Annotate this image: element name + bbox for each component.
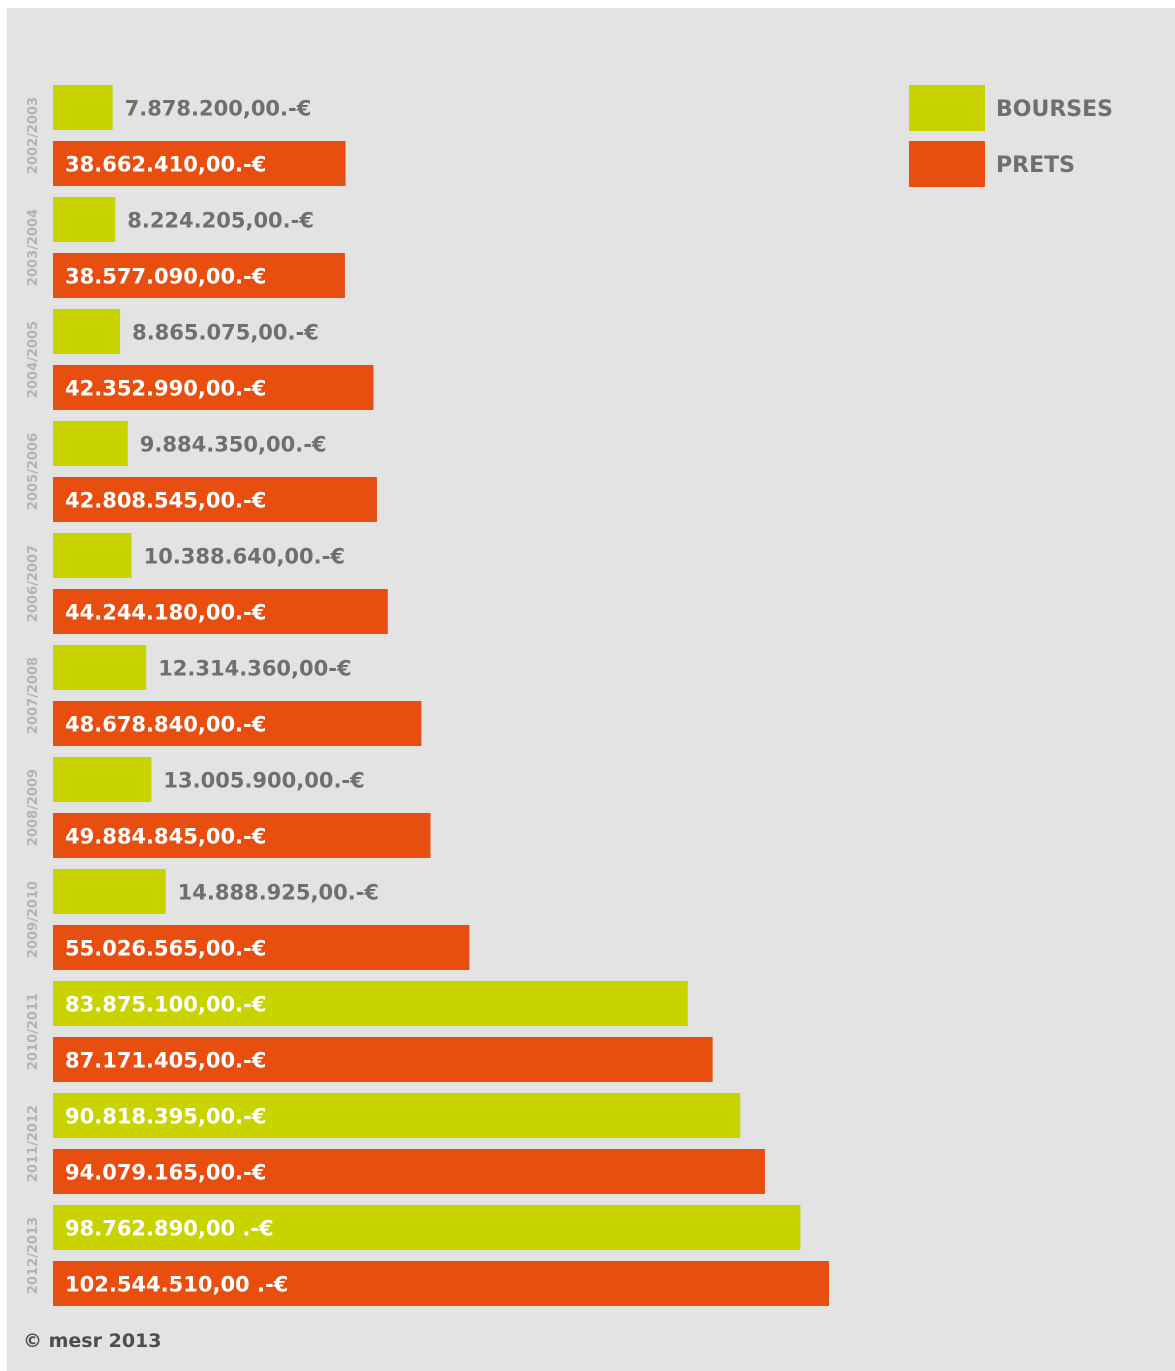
bar-prets-2009/2010 — [53, 925, 470, 970]
data-label: 38.662.410,00.-€ — [65, 153, 266, 177]
bar-bourses-2012/2013 — [53, 1205, 801, 1250]
bar-bourses-2011/2012 — [53, 1093, 741, 1138]
category-label: 2010/2011 — [26, 993, 41, 1070]
category-label: 2008/2009 — [26, 769, 41, 846]
legend-label-bourses: BOURSES — [996, 97, 1113, 122]
bar-bourses-2008/2009 — [53, 757, 152, 802]
data-label: 55.026.565,00.-€ — [65, 937, 266, 961]
chart-area: 7.878.200,00.-€ 38.662.410,00.-€ 2002/2003… — [7, 8, 1175, 1371]
bar-prets-2004/2005 — [53, 365, 374, 410]
bar-prets-2010/2011 — [53, 1037, 713, 1082]
bar-prets-2012/2013 — [53, 1261, 829, 1306]
data-label: 83.875.100,00.-€ — [65, 993, 266, 1017]
category-label: 2002/2003 — [26, 97, 41, 174]
data-label: 38.577.090,00.-€ — [65, 265, 266, 289]
bar-bourses-2010/2011 — [53, 981, 688, 1026]
category-label: 2005/2006 — [26, 433, 41, 510]
data-label: 10.388.640,00.-€ — [144, 545, 345, 569]
category-label: 2009/2010 — [26, 881, 41, 958]
category-label: 2004/2005 — [26, 321, 41, 398]
bar-bourses-2007/2008 — [53, 645, 147, 690]
data-label: 12.314.360,00-€ — [158, 657, 351, 681]
data-label: 44.244.180,00.-€ — [65, 601, 266, 625]
bar-bourses-2006/2007 — [53, 533, 132, 578]
data-label: 7.878.200,00.-€ — [125, 97, 312, 121]
bar-prets-2002/2003 — [53, 141, 346, 186]
bar-prets-2005/2006 — [53, 477, 377, 522]
data-label: 8.224.205,00.-€ — [127, 209, 314, 233]
category-label: 2006/2007 — [26, 545, 41, 622]
copyright-note: © mesr 2013 — [23, 1330, 162, 1352]
bar-prets-2007/2008 — [53, 701, 422, 746]
legend-swatch-bourses — [909, 85, 985, 131]
data-label: 42.808.545,00.-€ — [65, 489, 266, 513]
data-label: 102.544.510,00 .-€ — [65, 1273, 288, 1297]
bar-bourses-2005/2006 — [53, 421, 128, 466]
data-label: 90.818.395,00.-€ — [65, 1105, 266, 1129]
data-label: 8.865.075,00.-€ — [132, 321, 319, 345]
data-label: 87.171.405,00.-€ — [65, 1049, 266, 1073]
data-label: 98.762.890,00 .-€ — [65, 1217, 274, 1241]
data-label: 49.884.845,00.-€ — [65, 825, 266, 849]
bar-bourses-2003/2004 — [53, 197, 116, 242]
legend-label-prets: PRETS — [996, 153, 1075, 178]
bar-chart: 7.878.200,00.-€ 38.662.410,00.-€ 2002/2003… — [26, 85, 1113, 1306]
bar-bourses-2004/2005 — [53, 309, 121, 354]
category-label: 2012/2013 — [26, 1217, 41, 1294]
data-label: 94.079.165,00.-€ — [65, 1161, 266, 1185]
bar-bourses-2009/2010 — [53, 869, 166, 914]
data-label: 42.352.990,00.-€ — [65, 377, 266, 401]
category-label: 2007/2008 — [26, 657, 41, 734]
bar-prets-2011/2012 — [53, 1149, 765, 1194]
bar-prets-2008/2009 — [53, 813, 431, 858]
bar-prets-2003/2004 — [53, 253, 345, 298]
category-label: 2011/2012 — [26, 1105, 41, 1182]
data-label: 48.678.840,00.-€ — [65, 713, 266, 737]
bar-prets-2006/2007 — [53, 589, 388, 634]
data-label: 13.005.900,00.-€ — [163, 769, 364, 793]
data-label: 14.888.925,00.-€ — [178, 881, 379, 905]
data-label: 9.884.350,00.-€ — [140, 433, 327, 457]
legend-swatch-prets — [909, 141, 985, 187]
bar-bourses-2002/2003 — [53, 85, 113, 130]
category-label: 2003/2004 — [26, 209, 41, 286]
